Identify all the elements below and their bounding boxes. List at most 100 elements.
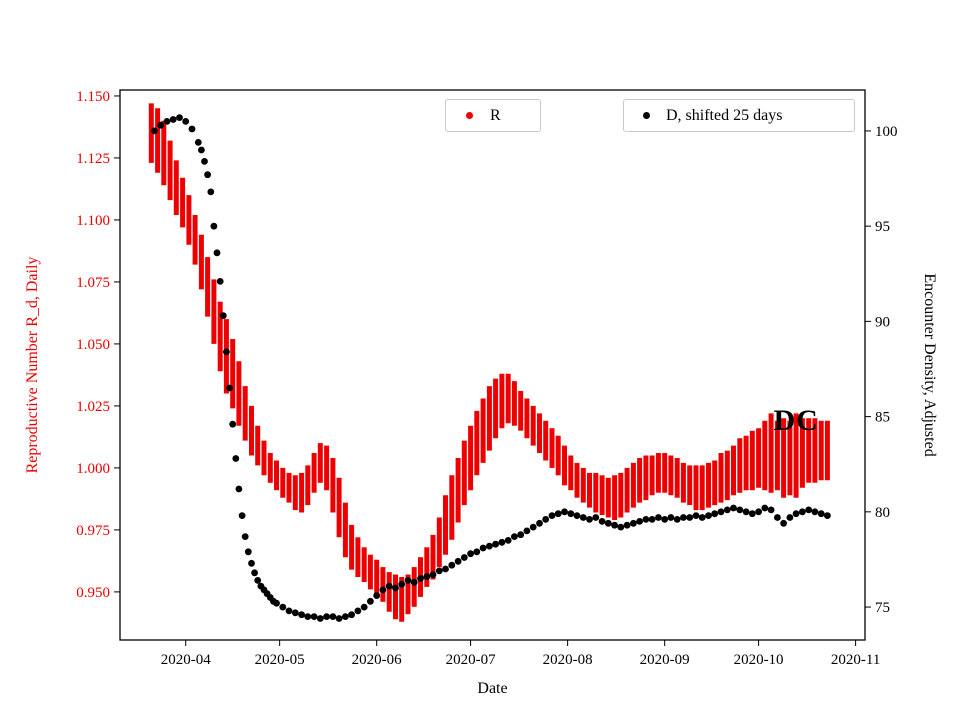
- y-tick-label: 1.050: [76, 337, 110, 353]
- x-axis-label: Date: [477, 680, 508, 697]
- x-tick-label: 2020-10: [734, 652, 784, 668]
- data-dot: [805, 506, 813, 514]
- d-marker-icon: [643, 112, 650, 119]
- data-dot: [198, 146, 205, 154]
- y-tick-label: 85: [875, 410, 890, 426]
- data-dot: [229, 420, 237, 428]
- plot-border: [119, 89, 866, 641]
- x-tick-label: 2020-08: [543, 652, 593, 668]
- data-dot: [592, 514, 600, 521]
- y-axis-right-ticks: 75 80 85 90 95 100: [865, 124, 898, 616]
- data-dot: [705, 512, 712, 519]
- data-dot: [410, 578, 418, 586]
- data-dot: [248, 559, 255, 567]
- data-dot: [698, 514, 706, 521]
- data-dot: [251, 569, 258, 577]
- data-dot: [373, 592, 381, 599]
- data-dot: [298, 611, 305, 619]
- data-dot: [661, 516, 669, 523]
- data-dot: [273, 599, 280, 607]
- data-dot: [786, 514, 794, 521]
- legend-box-r: R: [445, 99, 541, 132]
- data-dot: [226, 384, 234, 392]
- y-axis-label-right: Encounter Density, Adjusted: [921, 273, 938, 457]
- legend-r-label: R: [490, 106, 501, 124]
- data-dot: [686, 514, 694, 521]
- data-dot: [799, 508, 806, 516]
- data-dot: [817, 510, 825, 518]
- y-tick-label: 75: [875, 600, 890, 616]
- data-dot: [780, 519, 787, 527]
- data-dot: [223, 348, 230, 356]
- data-dot: [392, 584, 399, 592]
- r-errorbar-series: [148, 103, 830, 622]
- data-dot: [423, 573, 431, 580]
- data-dot: [442, 565, 449, 573]
- data-dot: [479, 544, 487, 552]
- data-dot: [348, 611, 355, 619]
- data-dot: [176, 114, 183, 121]
- data-dot: [360, 603, 368, 611]
- y-tick-label: 1.000: [76, 461, 110, 477]
- x-axis-ticks: 2020-04 2020-05 2020-06 2020-07 2020-08 2020-…: [161, 640, 880, 668]
- data-dot: [623, 521, 631, 529]
- data-dot: [655, 514, 662, 521]
- data-dot: [523, 527, 531, 535]
- data-dot: [486, 542, 493, 550]
- data-dot: [648, 516, 656, 523]
- data-dot: [404, 577, 412, 584]
- data-dot: [667, 514, 675, 521]
- data-dot: [630, 519, 637, 527]
- data-dot: [529, 523, 537, 531]
- y-axis-left-ticks: 0.950 0.975 1.000 1.025 1.050 1.075 1.100 1.125…: [76, 89, 120, 601]
- data-dot: [774, 514, 781, 521]
- data-dot: [367, 597, 374, 605]
- data-dot: [244, 548, 252, 556]
- data-dot: [342, 613, 349, 620]
- data-dot: [473, 548, 481, 556]
- data-dot: [379, 586, 387, 594]
- y-tick-label: 0.975: [76, 523, 110, 539]
- y-tick-label: 1.075: [76, 275, 110, 291]
- data-dot: [811, 508, 819, 516]
- data-dot: [354, 607, 362, 615]
- data-dot: [241, 533, 249, 540]
- data-dot: [329, 613, 337, 620]
- data-dot: [636, 518, 643, 525]
- data-dot: [157, 121, 165, 129]
- data-dot: [151, 127, 158, 135]
- data-dot: [748, 510, 756, 518]
- data-dot: [323, 613, 330, 620]
- data-dot: [548, 512, 556, 519]
- data-dot: [761, 504, 769, 512]
- data-dot: [238, 512, 246, 519]
- data-dot: [254, 577, 262, 584]
- data-dot: [316, 615, 324, 622]
- y-tick-label: 1.125: [76, 151, 110, 167]
- y-tick-label: 95: [875, 219, 890, 235]
- data-dot: [279, 603, 287, 611]
- data-dot: [717, 508, 725, 516]
- y-tick-label: 1.025: [76, 399, 110, 415]
- data-dot: [579, 514, 587, 521]
- y-tick-label: 1.150: [76, 89, 110, 105]
- data-dot: [213, 249, 221, 257]
- data-dot: [188, 125, 196, 133]
- data-dot: [285, 607, 293, 615]
- data-dot: [204, 171, 212, 179]
- data-dot: [163, 118, 171, 125]
- data-dot: [617, 523, 625, 531]
- data-dot: [554, 510, 562, 518]
- x-tick-label: 2020-05: [255, 652, 305, 668]
- data-dot: [169, 116, 177, 123]
- y-axis-label-left: Reproductive Number R_d, Daily: [24, 256, 41, 474]
- x-tick-label: 2020-07: [446, 652, 496, 668]
- y-tick-label: 100: [875, 124, 898, 140]
- data-dot: [454, 557, 462, 565]
- data-dot: [235, 485, 243, 493]
- data-dot: [561, 508, 568, 516]
- data-dot: [460, 554, 468, 561]
- data-dot: [201, 158, 208, 165]
